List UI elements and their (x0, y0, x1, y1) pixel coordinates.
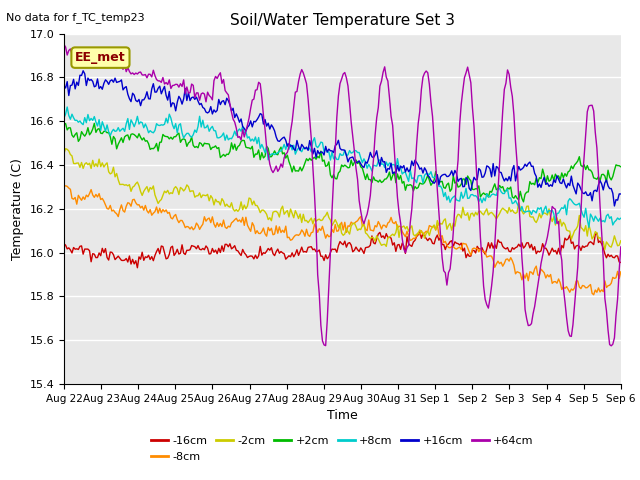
+2cm (612, 162, 620, 168)
-2cm (61, 146, 69, 152)
Line: -2cm: -2cm (64, 149, 621, 250)
-16cm (390, 240, 398, 246)
-16cm (134, 265, 141, 271)
+16cm (79, 68, 87, 73)
+8cm (617, 216, 625, 221)
+16cm (390, 169, 398, 175)
-8cm (210, 221, 218, 227)
Line: +16cm: +16cm (64, 71, 621, 206)
+2cm (319, 158, 326, 164)
+8cm (60, 115, 68, 120)
Line: +64cm: +64cm (64, 45, 621, 346)
-2cm (390, 233, 398, 239)
Text: No data for f_TC_temp23: No data for f_TC_temp23 (6, 12, 145, 23)
+16cm (611, 203, 618, 209)
+2cm (617, 164, 625, 169)
+16cm (612, 197, 620, 203)
+16cm (358, 164, 366, 169)
+2cm (60, 121, 68, 127)
-8cm (60, 183, 68, 189)
+8cm (358, 160, 366, 166)
-8cm (612, 275, 620, 281)
-2cm (612, 238, 620, 244)
+64cm (611, 335, 618, 341)
+8cm (63, 104, 71, 110)
-2cm (60, 150, 68, 156)
+8cm (319, 140, 326, 145)
-16cm (596, 238, 604, 244)
X-axis label: Time: Time (327, 409, 358, 422)
+16cm (617, 191, 625, 197)
+8cm (210, 128, 218, 133)
-16cm (60, 241, 68, 247)
Title: Soil/Water Temperature Set 3: Soil/Water Temperature Set 3 (230, 13, 455, 28)
+16cm (319, 149, 326, 155)
-16cm (358, 247, 366, 253)
+8cm (390, 162, 398, 168)
Line: +8cm: +8cm (64, 107, 621, 228)
-8cm (596, 289, 604, 295)
-8cm (390, 221, 398, 227)
+64cm (617, 244, 625, 250)
+64cm (209, 97, 216, 103)
Line: +2cm: +2cm (64, 123, 621, 202)
-16cm (319, 253, 326, 259)
-16cm (416, 228, 424, 234)
-8cm (358, 223, 366, 229)
-8cm (617, 269, 625, 275)
-16cm (617, 260, 625, 265)
-8cm (319, 223, 326, 229)
+2cm (390, 169, 398, 175)
-2cm (601, 247, 609, 252)
+2cm (90, 120, 98, 126)
Text: EE_met: EE_met (75, 51, 126, 64)
-2cm (595, 236, 602, 241)
+8cm (612, 217, 620, 223)
+64cm (593, 145, 601, 151)
+2cm (210, 144, 218, 150)
+64cm (389, 122, 397, 128)
Line: -8cm: -8cm (64, 186, 621, 295)
-16cm (612, 253, 620, 259)
+2cm (520, 199, 527, 205)
-16cm (210, 249, 218, 255)
+16cm (60, 83, 68, 88)
-8cm (61, 183, 69, 189)
+2cm (358, 165, 366, 171)
+64cm (317, 323, 324, 328)
Y-axis label: Temperature (C): Temperature (C) (11, 158, 24, 260)
-2cm (617, 238, 625, 244)
+8cm (596, 215, 604, 221)
+2cm (596, 178, 604, 183)
+8cm (585, 225, 593, 230)
Legend: -16cm, -8cm, -2cm, +2cm, +8cm, +16cm, +64cm: -16cm, -8cm, -2cm, +2cm, +8cm, +16cm, +6… (147, 432, 538, 466)
Line: -16cm: -16cm (64, 231, 621, 268)
+64cm (60, 42, 68, 48)
+64cm (357, 208, 365, 214)
-2cm (319, 217, 326, 223)
+64cm (607, 343, 615, 348)
-2cm (358, 223, 366, 228)
+16cm (595, 182, 602, 188)
-8cm (590, 292, 598, 298)
+16cm (210, 107, 218, 113)
-2cm (210, 202, 218, 208)
